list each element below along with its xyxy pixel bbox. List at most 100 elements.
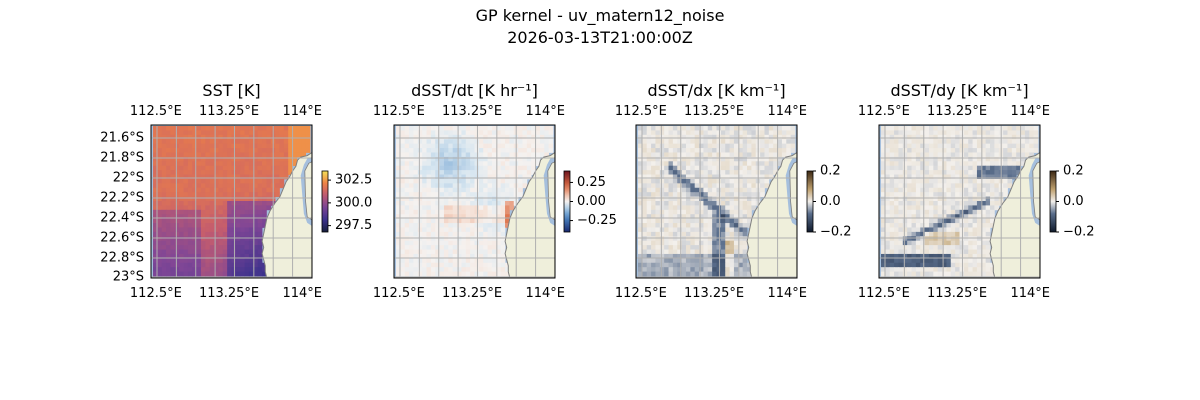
heatmap-cell (465, 262, 471, 268)
heatmap-cell (487, 174, 493, 180)
heatmap-cell (396, 271, 401, 277)
heatmap-cell (179, 218, 184, 224)
heatmap-cell (664, 156, 669, 162)
heatmap-cell (681, 139, 687, 145)
heatmap-cell (664, 231, 669, 237)
heatmap-cell (720, 196, 726, 202)
heatmap-cell (950, 236, 956, 242)
heatmap-cell (642, 253, 648, 259)
heatmap-cell (491, 161, 497, 167)
heatmap-cell (924, 187, 930, 193)
heatmap-cell (994, 148, 1000, 153)
heatmap-cell (218, 187, 224, 193)
heatmap-cell (902, 196, 908, 202)
heatmap-cell (439, 267, 445, 272)
heatmap-cell (937, 152, 943, 158)
heatmap-cell (907, 209, 912, 215)
heatmap-cell (933, 205, 939, 211)
heatmap-cell (677, 253, 683, 259)
heatmap-cell (920, 148, 926, 153)
heatmap-cell (881, 236, 886, 242)
heatmap-cell (738, 174, 744, 180)
heatmap-cell (170, 196, 176, 202)
heatmap-cell (733, 143, 739, 149)
heatmap-cell (218, 209, 224, 215)
heatmap-cell (448, 183, 454, 189)
heatmap-cell (153, 192, 158, 197)
heatmap-cell (699, 236, 704, 242)
heatmap-cell (920, 126, 926, 131)
heatmap-cell (461, 223, 467, 228)
heatmap-cell (959, 249, 965, 255)
heatmap-cell (694, 236, 700, 242)
heatmap-cell (253, 209, 259, 215)
heatmap-cell (422, 165, 427, 171)
heatmap-cell (885, 161, 891, 167)
heatmap-cell (248, 156, 254, 162)
heatmap-cell (638, 148, 643, 153)
heatmap-cell (275, 130, 280, 136)
heatmap-cell (747, 148, 752, 153)
heatmap-cell (417, 126, 423, 131)
heatmap-cell (963, 178, 969, 184)
heatmap-cell (963, 148, 969, 153)
heatmap-cell (174, 178, 180, 184)
heatmap-cell (413, 187, 419, 193)
heatmap-cell (244, 170, 250, 175)
heatmap-cell (920, 249, 926, 255)
heatmap-cell (955, 231, 960, 237)
heatmap-cell (729, 143, 735, 149)
heatmap-cell (409, 134, 414, 140)
heatmap-cell (668, 130, 674, 136)
heatmap-cell (902, 253, 908, 259)
heatmap-cell (681, 192, 687, 197)
heatmap-cell (509, 196, 515, 202)
heatmap-cell (227, 183, 232, 189)
heatmap-cell (981, 258, 987, 264)
heatmap-cell (214, 148, 219, 153)
heatmap-cell (474, 253, 480, 259)
heatmap-cell (400, 174, 406, 180)
heatmap-cell (413, 245, 419, 250)
heatmap-cell (733, 130, 739, 136)
heatmap-cell (235, 231, 241, 237)
heatmap-cell (500, 240, 506, 246)
heatmap-cell (396, 205, 401, 211)
heatmap-cell (907, 231, 912, 237)
heatmap-cell (192, 218, 198, 224)
heatmap-cell (404, 187, 410, 193)
heatmap-cell (404, 174, 410, 180)
heatmap-cell (773, 148, 778, 153)
heatmap-cell (694, 262, 700, 268)
heatmap-cell (422, 183, 427, 189)
heatmap-cell (933, 192, 939, 197)
heatmap-cell (153, 223, 158, 228)
heatmap-cell (985, 156, 991, 162)
heatmap-cell (187, 196, 193, 202)
heatmap-cell (262, 187, 267, 193)
heatmap-cell (790, 134, 796, 140)
heatmap-cell (244, 262, 250, 268)
map-panel-2: dSST/dt [K hr⁻¹]112.5°E112.5°E113.25°E11… (373, 81, 617, 301)
heatmap-cell (161, 134, 167, 140)
heatmap-cell (664, 253, 669, 259)
heatmap-cell (963, 183, 969, 189)
heatmap-cell (959, 227, 965, 233)
heatmap-cell (231, 249, 237, 255)
heatmap-cell (911, 253, 917, 259)
heatmap-cell (690, 148, 696, 153)
heatmap-cells (396, 126, 554, 277)
heatmap-cell (950, 271, 956, 277)
heatmap-cell (539, 148, 545, 153)
heatmap-cell (413, 209, 419, 215)
heatmap-cell (733, 170, 739, 175)
heatmap-cell (187, 183, 193, 189)
heatmap-cell (985, 187, 991, 193)
heatmap-cell (465, 187, 471, 193)
heatmap-cell (457, 223, 462, 228)
heatmap-cell (725, 134, 730, 140)
heatmap-cell (638, 192, 643, 197)
heatmap-cell (244, 223, 250, 228)
heatmap-cell (179, 161, 184, 167)
heatmap-cell (500, 148, 506, 153)
